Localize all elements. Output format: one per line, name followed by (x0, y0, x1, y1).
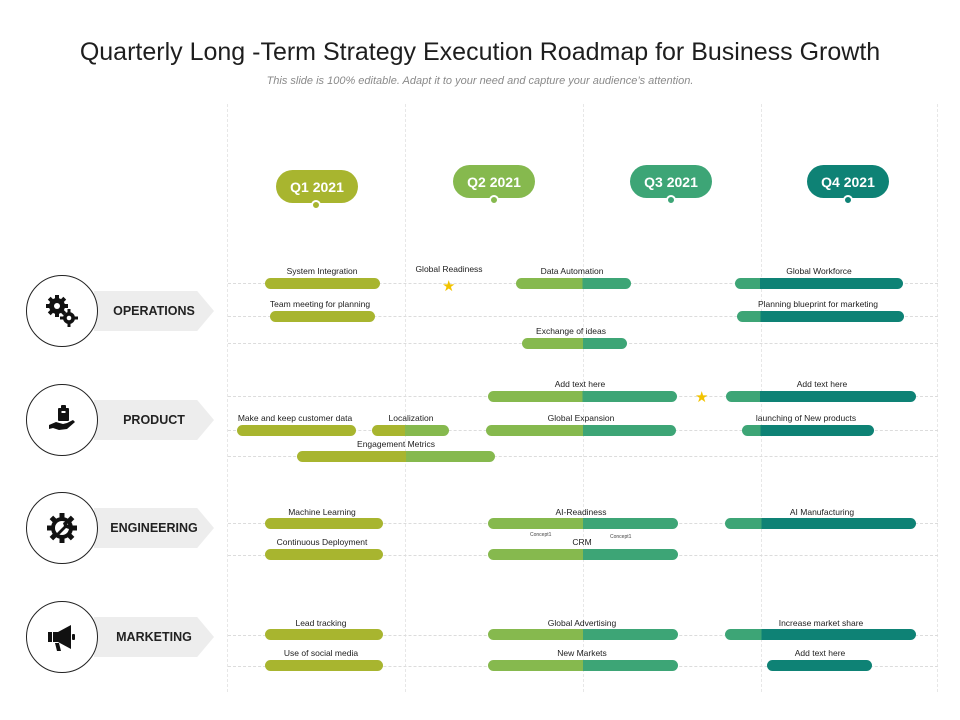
task-bar (237, 425, 356, 436)
page-title: Quarterly Long -Term Strategy Execution … (79, 38, 881, 66)
category-marketing-tag (94, 617, 214, 657)
task-label: Add text here (796, 379, 848, 389)
quarter-q2: Q2 2021 (453, 165, 535, 198)
task-bar (488, 391, 677, 402)
task-label: Engagement Metrics (357, 439, 435, 449)
gear-wrench-icon (47, 513, 77, 543)
quarter-q1: Q1 2021 (276, 170, 358, 203)
task-label: Exchange of ideas (536, 326, 606, 336)
task-label: Increase market share (778, 618, 864, 628)
task-label: Global Readiness (415, 264, 483, 274)
concept-note: Concept1 (530, 532, 552, 538)
quarter-marker (666, 195, 676, 205)
category-product-tag (94, 400, 214, 440)
task-label: CRM (572, 537, 592, 547)
megaphone-icon (48, 625, 75, 651)
task-bar (737, 311, 904, 322)
category-marketing-label: MARKETING (116, 630, 192, 644)
task-label: Planning blueprint for marketing (757, 299, 879, 309)
task-bar (516, 278, 631, 289)
task-bar (372, 425, 449, 436)
task-bar (297, 451, 495, 462)
task-bar (265, 278, 380, 289)
task-bar (488, 518, 678, 529)
task-bar (488, 629, 678, 640)
page-subtitle: This slide is 100% editable. Adapt it to… (266, 75, 694, 87)
task-label: Machine Learning (288, 507, 356, 517)
task-label: Data Automation (540, 266, 604, 276)
quarter-marker (489, 195, 499, 205)
task-bar (488, 660, 678, 671)
grid-line (227, 104, 228, 692)
task-label: Add text here (554, 379, 606, 389)
gears-icon (46, 295, 78, 327)
task-label: Team meeting for planning (269, 299, 371, 309)
category-product-label: PRODUCT (123, 413, 185, 427)
task-label: Make and keep customer data (237, 413, 353, 423)
task-label: Global Expansion (547, 413, 615, 423)
milestone-star-icon: ★ (442, 278, 456, 295)
quarter-marker (311, 200, 321, 210)
task-label: Add text here (794, 648, 846, 658)
quarter-q3: Q3 2021 (630, 165, 712, 198)
category-product-circle (26, 384, 98, 456)
task-label: AI-Readiness (555, 507, 607, 517)
category-operations-label: OPERATIONS (113, 304, 195, 318)
concept-note: Concept1 (610, 534, 632, 540)
task-bar (488, 549, 678, 560)
grid-line (405, 104, 406, 692)
task-label: System Integration (286, 266, 358, 276)
quarter-q4: Q4 2021 (807, 165, 889, 198)
category-engineering-label: ENGINEERING (110, 521, 198, 535)
task-bar (735, 278, 903, 289)
task-label: New Markets (557, 648, 607, 658)
task-label: Use of social media (283, 648, 359, 658)
task-label: Global Advertising (547, 618, 617, 628)
task-label: Localization (388, 413, 434, 423)
task-label: AI Manufacturing (789, 507, 855, 517)
task-bar (767, 660, 872, 671)
task-label: Continuous Deployment (276, 537, 368, 547)
task-bar (265, 549, 383, 560)
task-bar (270, 311, 375, 322)
task-label: Global Workforce (786, 266, 852, 276)
task-bar (265, 660, 383, 671)
task-bar (265, 629, 383, 640)
grid-line (937, 104, 938, 692)
category-marketing-circle (26, 601, 98, 673)
task-bar (265, 518, 383, 529)
task-bar (725, 518, 916, 529)
row-line (228, 316, 938, 317)
task-bar (742, 425, 874, 436)
task-label: launching of New products (755, 413, 857, 423)
hand-with-box-icon (49, 405, 75, 430)
category-operations-circle (26, 275, 98, 347)
category-engineering-tag (94, 508, 214, 548)
task-label: Lead tracking (295, 618, 347, 628)
milestone-star-icon: ★ (695, 389, 709, 406)
task-bar (726, 391, 916, 402)
quarter-marker (843, 195, 853, 205)
category-operations-tag (94, 291, 214, 331)
task-bar (486, 425, 676, 436)
task-bar (725, 629, 916, 640)
task-bar (522, 338, 627, 349)
row-line (228, 456, 938, 457)
category-engineering-circle (26, 492, 98, 564)
